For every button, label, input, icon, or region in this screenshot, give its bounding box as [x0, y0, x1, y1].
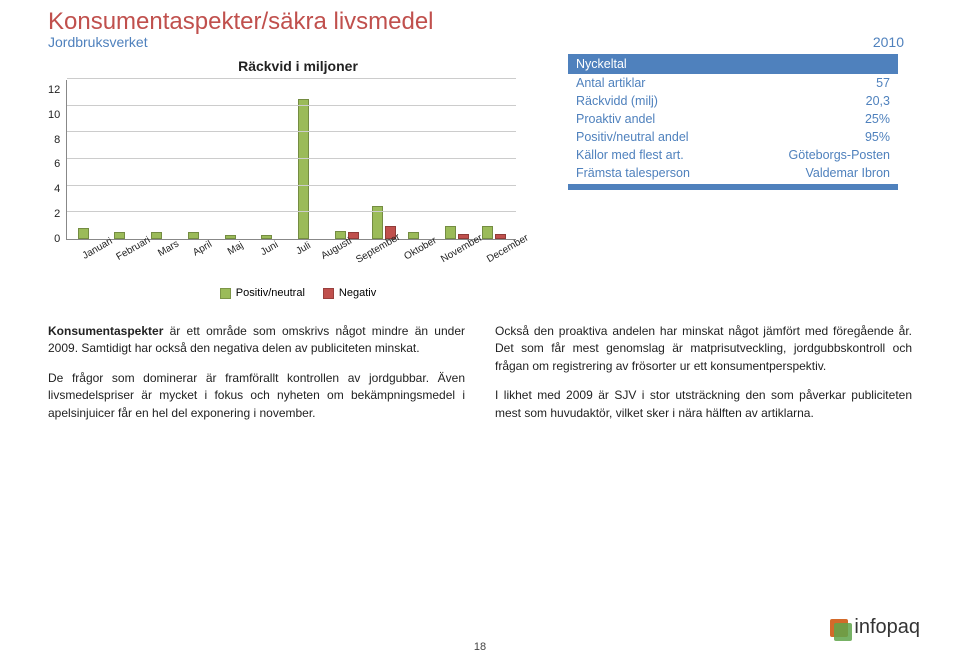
key-value: Valdemar Ibron — [805, 166, 890, 180]
key-row: Positiv/neutral andel 95% — [568, 128, 898, 146]
bar — [495, 234, 506, 239]
key-value: 25% — [865, 112, 890, 126]
key-row: Proaktiv andel 25% — [568, 110, 898, 128]
body-paragraph: Konsumentaspekter är ett område som omsk… — [48, 323, 465, 358]
logo-text: infopaq — [854, 616, 920, 639]
bar-group — [255, 79, 292, 239]
bar-group — [182, 79, 219, 239]
legend-label: Positiv/neutral — [236, 287, 305, 299]
key-label: Antal artiklar — [576, 76, 645, 90]
bar-group — [402, 79, 439, 239]
key-row: Antal artiklar 57 — [568, 74, 898, 92]
x-axis: JanuariFebruariMarsAprilMajJuniJuliAugus… — [48, 244, 528, 255]
legend-item: Negativ — [323, 287, 376, 299]
bar — [445, 226, 456, 239]
infopaq-logo: infopaq — [830, 616, 920, 639]
gridline — [67, 105, 516, 106]
year: 2010 — [873, 34, 904, 50]
nyckeltal-header: Nyckeltal — [568, 54, 898, 74]
bar — [151, 232, 162, 239]
bar-group — [71, 79, 108, 239]
key-label: Räckvidd (milj) — [576, 94, 658, 108]
bar — [482, 226, 493, 239]
body-paragraph: Också den proaktiva andelen har minskat … — [495, 323, 912, 375]
body-paragraph: De frågor som dominerar är framförallt k… — [48, 370, 465, 422]
org-year-row: Jordbruksverket 2010 — [0, 34, 960, 50]
body-col-left: Konsumentaspekter är ett område som omsk… — [48, 323, 465, 434]
gridline — [67, 211, 516, 212]
key-row: Räckvidd (milj) 20,3 — [568, 92, 898, 110]
y-tick: 10 — [48, 110, 60, 121]
nyckeltal-table: Nyckeltal Antal artiklar 57 Räckvidd (milj… — [568, 54, 898, 299]
key-label: Främsta talesperson — [576, 166, 690, 180]
bar-group — [476, 79, 513, 239]
legend-swatch — [323, 288, 334, 299]
body-text: Konsumentaspekter är ett område som omsk… — [0, 299, 960, 434]
bar — [114, 232, 125, 239]
y-tick: 0 — [54, 234, 60, 245]
bar-group — [108, 79, 145, 239]
bar — [261, 235, 272, 239]
key-value: Göteborgs-Posten — [789, 148, 890, 162]
page-title: Konsumentaspekter/säkra livsmedel — [0, 0, 960, 36]
legend-item: Positiv/neutral — [220, 287, 305, 299]
key-value: 95% — [865, 130, 890, 144]
key-value: 57 — [876, 76, 890, 90]
bar-group — [145, 79, 182, 239]
y-tick: 4 — [54, 184, 60, 195]
legend-swatch — [220, 288, 231, 299]
gridline — [67, 158, 516, 159]
logo-icon — [830, 619, 848, 637]
bar-group — [218, 79, 255, 239]
plot-area — [66, 80, 516, 240]
key-label: Positiv/neutral andel — [576, 130, 689, 144]
y-tick: 6 — [54, 159, 60, 170]
bar — [298, 99, 309, 239]
bar — [78, 228, 89, 239]
y-axis: 121086420 — [48, 80, 66, 240]
y-tick: 8 — [54, 135, 60, 146]
key-row: Främsta talesperson Valdemar Ibron — [568, 164, 898, 182]
key-label: Källor med flest art. — [576, 148, 684, 162]
body-paragraph: I likhet med 2009 är SJV i stor utsträck… — [495, 387, 912, 422]
key-value: 20,3 — [866, 94, 890, 108]
page-number: 18 — [474, 641, 486, 653]
bar-group — [329, 79, 366, 239]
key-row: Källor med flest art. Göteborgs-Posten — [568, 146, 898, 164]
y-tick: 12 — [48, 85, 60, 96]
key-label: Proaktiv andel — [576, 112, 655, 126]
bar-group — [292, 79, 329, 239]
bar — [225, 235, 236, 239]
org-name: Jordbruksverket — [48, 34, 148, 50]
chart-title: Räckvid i miljoner — [48, 58, 548, 74]
reach-chart: Räckvid i miljoner 12 10 8 6 4 2 0 JanuariFebr… — [48, 54, 548, 299]
bar — [408, 232, 419, 239]
gridline — [67, 131, 516, 132]
gridline — [67, 185, 516, 186]
y-tick: 2 — [54, 209, 60, 220]
nyckeltal-footer-band — [568, 184, 898, 190]
body-col-right: Också den proaktiva andelen har minskat … — [495, 323, 912, 434]
chart-legend: Positiv/neutral Negativ — [48, 287, 548, 299]
bar-groups — [67, 79, 516, 239]
bar-group — [365, 79, 402, 239]
legend-label: Negativ — [339, 287, 376, 299]
gridline — [67, 78, 516, 79]
bar — [188, 232, 199, 239]
bar-group — [439, 79, 476, 239]
